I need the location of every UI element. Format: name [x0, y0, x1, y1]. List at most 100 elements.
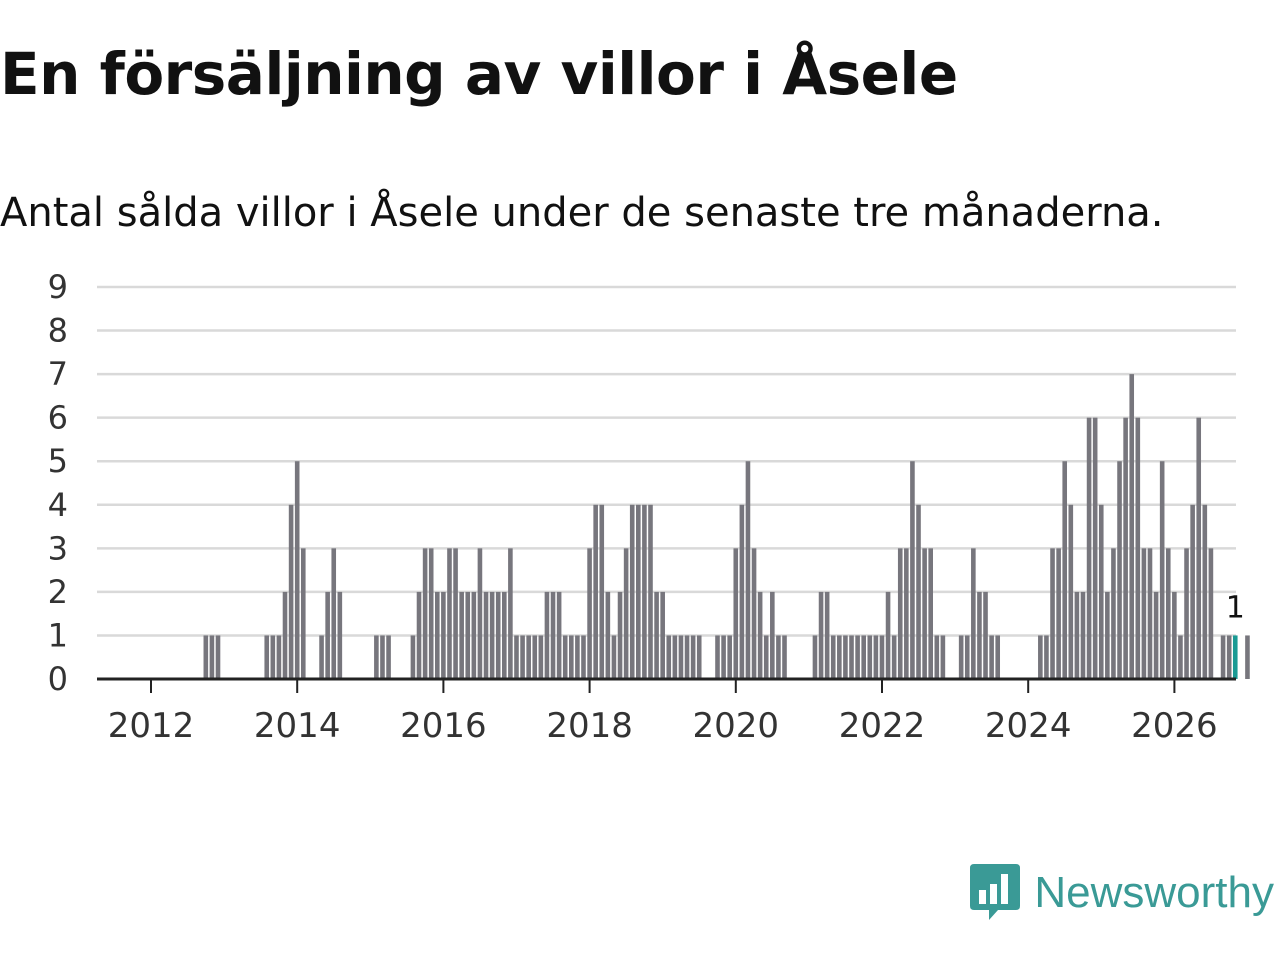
bar — [861, 635, 866, 679]
bar — [1056, 548, 1061, 679]
bar — [1044, 635, 1049, 679]
bar — [270, 635, 276, 679]
bar — [1129, 374, 1135, 679]
bar — [575, 635, 580, 679]
bar — [770, 591, 775, 679]
x-tick-label: 2024 — [985, 706, 1072, 746]
bar — [721, 635, 726, 679]
bar — [605, 591, 611, 679]
bar — [660, 591, 665, 679]
bar — [428, 548, 434, 679]
bar — [928, 548, 933, 679]
bar — [739, 504, 745, 679]
bar — [1165, 548, 1171, 679]
bar — [331, 548, 337, 679]
y-tick-label: 8 — [48, 312, 68, 350]
bar — [916, 504, 921, 679]
bar — [1074, 591, 1080, 679]
bar — [1184, 548, 1189, 679]
bar — [684, 635, 690, 679]
bar — [977, 591, 982, 679]
bar — [922, 548, 927, 679]
bar — [636, 504, 641, 679]
bar — [1208, 548, 1214, 679]
bar — [593, 504, 598, 679]
bar — [1068, 504, 1074, 679]
bar — [873, 635, 879, 679]
bar — [1172, 591, 1177, 679]
bar — [751, 548, 757, 679]
bar — [934, 635, 940, 679]
bar — [471, 591, 477, 679]
bar — [727, 635, 732, 679]
bar — [422, 548, 428, 679]
bar — [983, 591, 988, 679]
bar — [465, 591, 471, 679]
bar — [477, 548, 483, 679]
bar — [611, 635, 617, 679]
bar — [1220, 635, 1226, 679]
bar — [678, 635, 684, 679]
y-tick-label: 6 — [48, 399, 68, 437]
bar — [958, 635, 964, 679]
bar — [1178, 635, 1183, 679]
bar — [447, 548, 452, 679]
bar — [1086, 417, 1092, 679]
bar — [386, 635, 391, 679]
brand-logo: Newsworthy — [970, 864, 1274, 922]
bar — [294, 461, 300, 679]
bar — [1123, 417, 1128, 679]
bar — [910, 461, 915, 679]
bar — [617, 591, 623, 679]
bar — [562, 635, 568, 679]
bar — [940, 635, 946, 679]
bar — [264, 635, 270, 679]
bar — [885, 591, 891, 679]
bar — [891, 635, 897, 679]
bar — [989, 635, 994, 679]
bar — [1147, 548, 1153, 679]
bar — [337, 591, 343, 679]
bar — [733, 548, 739, 679]
bar — [453, 548, 458, 679]
bar — [1226, 635, 1232, 679]
bar — [1050, 548, 1055, 679]
bar — [1117, 461, 1122, 679]
bar — [1202, 504, 1208, 679]
bar — [745, 461, 751, 679]
bar — [995, 635, 1001, 679]
bar — [581, 635, 586, 679]
bar — [526, 635, 531, 679]
bar — [520, 635, 525, 679]
bar — [642, 504, 647, 679]
bar — [696, 635, 702, 679]
bar — [544, 591, 550, 679]
x-tick-label: 2012 — [108, 706, 195, 746]
bar — [550, 591, 556, 679]
bar — [648, 504, 653, 679]
y-tick-label: 0 — [48, 660, 68, 698]
y-tick-label: 4 — [48, 486, 68, 524]
bar — [532, 635, 538, 679]
bar — [215, 635, 221, 679]
bar — [672, 635, 678, 679]
x-tick-label: 2022 — [839, 706, 926, 746]
bar — [782, 635, 787, 679]
y-tick-label: 7 — [48, 355, 68, 393]
bar — [1190, 504, 1195, 679]
bar — [416, 591, 422, 679]
bar — [1135, 417, 1141, 679]
bar — [514, 635, 519, 679]
y-tick-label: 1 — [48, 616, 68, 654]
y-tick-label: 2 — [48, 573, 68, 611]
y-axis: 0 1 2 3 4 5 6 7 8 9 — [48, 268, 68, 698]
bar — [569, 635, 574, 679]
bar — [843, 635, 848, 679]
bar — [410, 635, 416, 679]
x-tick-label: 2014 — [254, 706, 341, 746]
bar — [495, 591, 501, 679]
bar — [867, 635, 873, 679]
bar — [837, 635, 842, 679]
bar — [508, 548, 513, 679]
bar — [288, 504, 294, 679]
